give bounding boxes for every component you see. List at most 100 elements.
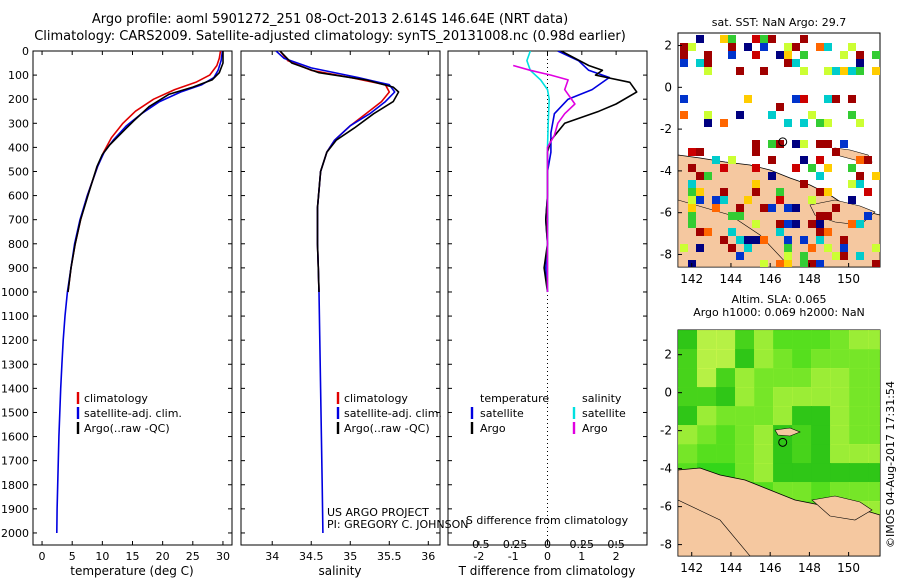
series-line-argo-raw-qc- (279, 51, 400, 293)
s-tick-label: 0.5 (607, 538, 625, 551)
sla-map-title-line-1: Altim. SLA: 0.065 (731, 293, 827, 306)
sst-pixel (680, 51, 688, 59)
sla-cell (697, 406, 717, 426)
sla-cell (716, 330, 736, 350)
sst-pixel (720, 164, 728, 172)
sla-cell (754, 368, 774, 388)
sst-pixel (712, 156, 720, 164)
sst-pixel (776, 103, 784, 111)
sst-pixel (680, 43, 688, 51)
sst-pixel (736, 67, 744, 75)
salinity-series (275, 51, 400, 534)
sst-pixel (824, 95, 832, 103)
s-difference-axis-label: S difference from climatology (466, 514, 629, 527)
sst-pixel (744, 95, 752, 103)
sst-pixel (872, 260, 880, 267)
depth-tick-label: 500 (8, 165, 29, 178)
sla-cell (868, 425, 880, 445)
sla-cell (868, 368, 880, 388)
sla-cell (811, 406, 831, 426)
sst-pixel (768, 204, 776, 212)
sla-cell (792, 368, 812, 388)
sla-cell (868, 349, 880, 369)
sla-cell (811, 482, 831, 502)
sst-pixel (712, 204, 720, 212)
map-x-tick-label: 148 (798, 272, 821, 286)
salinity-axis-label: salinity (318, 564, 361, 578)
sst-pixel (856, 252, 864, 260)
sla-cell (792, 330, 812, 350)
map-x-tick-label: 150 (837, 561, 860, 575)
sla-cell (773, 444, 793, 464)
sla-cell (754, 463, 774, 483)
depth-tick-label: 1100 (1, 310, 29, 323)
sst-pixel (808, 111, 816, 119)
sla-cell (792, 463, 812, 483)
temperature-difference-x-axis: -2 -1 0 1 2 (473, 51, 620, 563)
sla-axis: 142 144 146 148 150 2 0 -2 -4 -6 -8 (660, 348, 860, 575)
sst-pixel (824, 212, 832, 220)
temperature-legend: climatology satellite-adj. clim. Argo(..… (76, 392, 182, 435)
sst-pixel (784, 244, 792, 252)
sst-pixel (824, 119, 832, 127)
depth-tick-label: 700 (8, 214, 29, 227)
sst-pixels (680, 35, 880, 267)
sst-pixel (752, 236, 760, 244)
sst-pixel (760, 236, 768, 244)
depth-tick-label: 600 (8, 190, 29, 203)
sla-cell (792, 349, 812, 369)
legend-label: satellite (480, 407, 524, 420)
sst-pixel (736, 212, 744, 220)
sla-cell (811, 330, 831, 350)
sst-pixel (824, 188, 832, 196)
sla-cell (849, 368, 869, 388)
sst-pixel (744, 236, 752, 244)
sla-cell (678, 406, 698, 426)
sst-pixel (696, 188, 704, 196)
sst-pixel (752, 220, 760, 228)
sst-pixel (752, 140, 760, 148)
sla-cell (735, 330, 755, 350)
series-line-temperature-argo (543, 51, 638, 293)
sst-pixel (736, 204, 744, 212)
sla-cell (830, 406, 850, 426)
sst-pixel (688, 43, 696, 51)
x-tick-label: 5 (69, 550, 76, 563)
sla-cell (678, 349, 698, 369)
sla-cell (735, 368, 755, 388)
sla-cell (773, 406, 793, 426)
sst-pixel (816, 172, 824, 180)
sst-pixel (816, 220, 824, 228)
sst-pixel (688, 148, 696, 156)
sst-pixel (768, 111, 776, 119)
legend-label: Argo(..raw -QC) (344, 422, 430, 435)
sla-land-manus (774, 427, 801, 437)
sst-pixel (704, 228, 712, 236)
sst-pixel (680, 111, 688, 119)
x-tick-label: 34.5 (299, 550, 324, 563)
sla-cell (849, 349, 869, 369)
sst-pixel (688, 180, 696, 188)
depth-axis: 0 100 200 300 400 500 600 700 800 900 1000 1100 1200… (1, 45, 647, 540)
sst-pixel (800, 180, 808, 188)
sst-pixel (776, 260, 784, 267)
sla-cell (792, 444, 812, 464)
depth-tick-label: 900 (8, 262, 29, 275)
x-tick-label: -1 (508, 550, 519, 563)
sst-pixel (824, 140, 832, 148)
x-tick-label: 10 (95, 550, 109, 563)
legend-label: satellite (582, 407, 626, 420)
sla-cell (754, 349, 774, 369)
sst-pixel (768, 140, 776, 148)
sla-cell (716, 425, 736, 445)
depth-tick-label: 800 (8, 238, 29, 251)
sla-cell (773, 330, 793, 350)
sst-pixel (752, 148, 760, 156)
sst-pixel (728, 51, 736, 59)
depth-tick-label: 100 (8, 69, 29, 82)
x-tick-label: 30 (216, 550, 230, 563)
sst-pixel (752, 35, 760, 43)
sst-pixel (736, 252, 744, 260)
sst-pixel (808, 220, 816, 228)
sst-pixel (864, 188, 872, 196)
